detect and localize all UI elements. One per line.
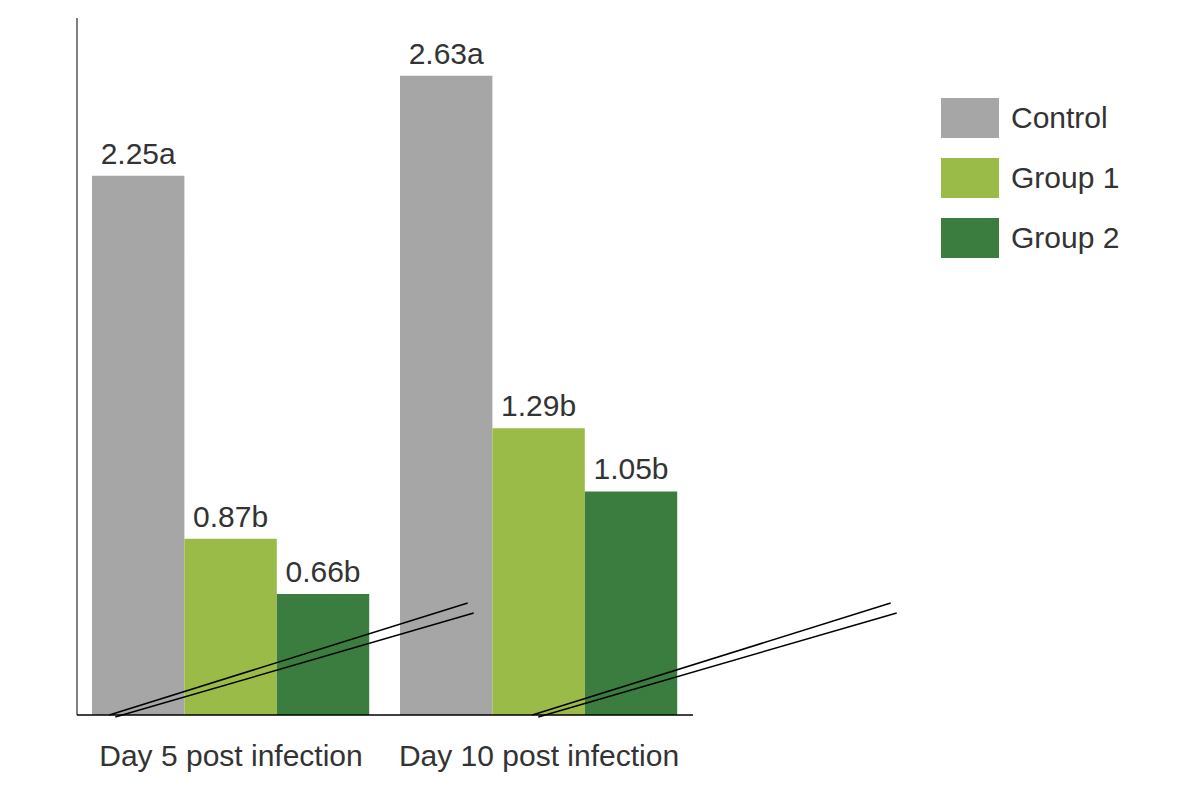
svg-text:0.87b: 0.87b	[193, 500, 268, 533]
svg-text:Day 5 post infection: Day 5 post infection	[99, 739, 362, 772]
html-text:Group 2: Group 2	[1011, 221, 1120, 254]
svg-text:2.63a: 2.63a	[409, 37, 484, 70]
html-text:Group 1: Group 1	[1011, 161, 1120, 194]
html-text:Control: Control	[1011, 101, 1108, 134]
svg-text:1.05b: 1.05b	[593, 452, 668, 485]
svg-text:1.29b: 1.29b	[501, 389, 576, 422]
svg-text:2.25a: 2.25a	[101, 137, 176, 170]
svg-text:0.66b: 0.66b	[285, 555, 360, 588]
svg-text:Day 10 post infection: Day 10 post infection	[399, 739, 679, 772]
